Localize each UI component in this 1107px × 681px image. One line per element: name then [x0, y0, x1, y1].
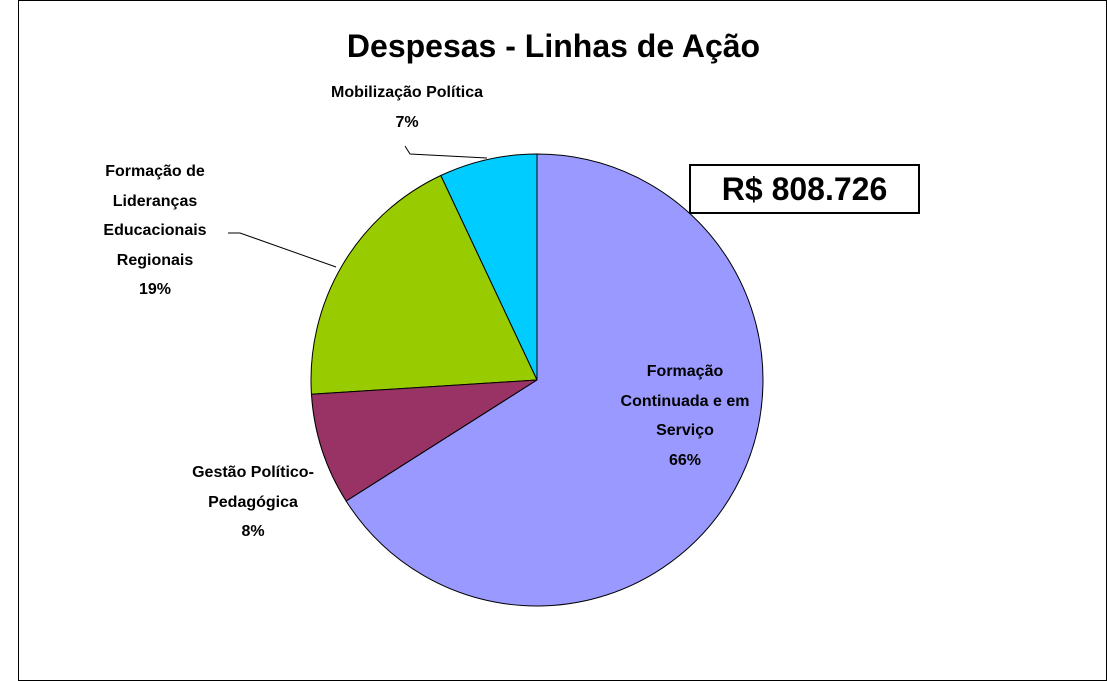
- data-label: Formação Continuada e em Serviço 66%: [610, 357, 760, 475]
- leader-line: [228, 232, 337, 268]
- annotation: R$ 808.726: [689, 164, 920, 214]
- pie-slice: [310, 174, 538, 395]
- percent-label: 8%: [241, 523, 265, 540]
- pie-slice: [345, 153, 764, 607]
- pie-slice: [310, 379, 538, 502]
- category-label: Formação de Lideranças Educacionais Regi…: [103, 163, 207, 269]
- data-label: Mobilização Política 7%: [297, 78, 517, 137]
- category-label: Formação Continuada e em Serviço: [620, 363, 750, 439]
- chart-title: Despesas - Linhas de Ação: [346, 28, 761, 64]
- leader-line: [404, 145, 488, 159]
- category-label: Mobilização Política: [330, 84, 484, 101]
- percent-label: 66%: [668, 451, 702, 469]
- percent-label: 19%: [138, 281, 172, 298]
- data-label: Formação de Lideranças Educacionais Regi…: [85, 157, 225, 305]
- percent-label: 7%: [395, 113, 419, 131]
- data-label: Gestão Político-Pedagógica 8%: [178, 458, 328, 547]
- category-label: Gestão Político-Pedagógica: [192, 464, 314, 511]
